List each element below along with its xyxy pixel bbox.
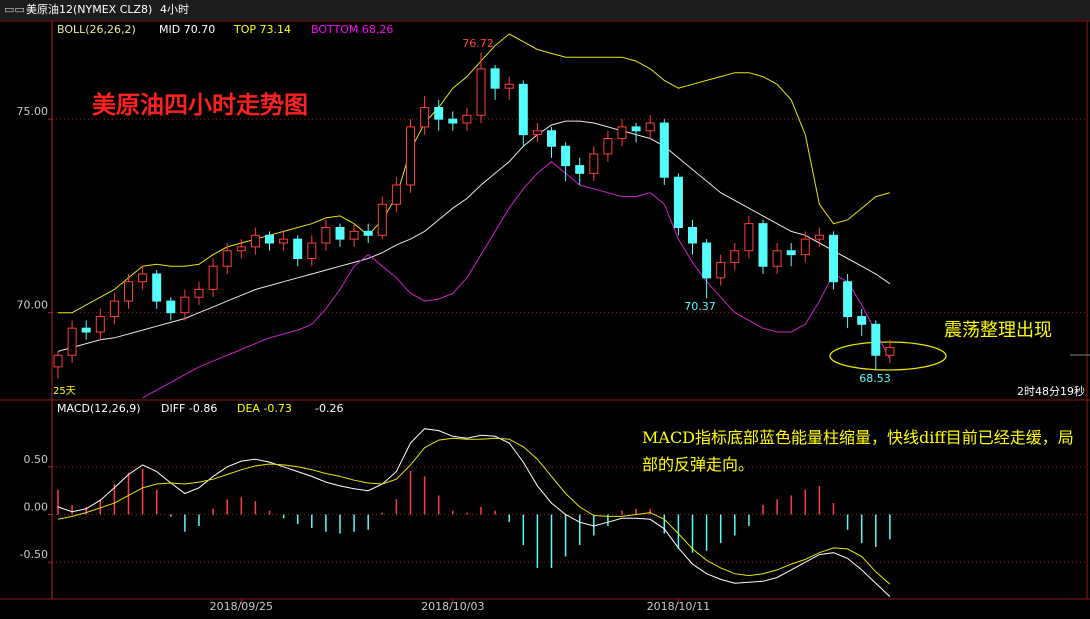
candle-body: [575, 165, 585, 174]
legend-label: MID 70.70: [159, 23, 215, 36]
legend-label: MACD(12,26,9): [57, 402, 141, 415]
candle-body: [659, 122, 669, 178]
candle-body: [138, 273, 148, 283]
candle-body: [81, 327, 91, 333]
candle-body: [109, 300, 119, 318]
candle-body: [645, 122, 655, 132]
candle-body: [363, 230, 373, 236]
candle-body: [490, 68, 500, 89]
candle-body: [772, 250, 782, 267]
low-label: 68.53: [859, 372, 891, 385]
candle-body: [786, 250, 796, 256]
candle-body: [871, 323, 881, 356]
candle-body: [532, 130, 542, 136]
candle-body: [279, 238, 289, 244]
indicator-line: [58, 33, 891, 314]
legend-label: -0.26: [315, 402, 343, 415]
candle-body: [448, 118, 458, 124]
candle-body: [406, 126, 415, 186]
x-tick-label: 2018/10/11: [647, 600, 710, 613]
macd-note: MACD指标底部蓝色能量柱缩量，快线diff目前已经走缓，局部的反弹走向。: [642, 428, 1074, 474]
candle-body: [194, 288, 204, 298]
symbol[interactable]: 美原油12(NYMEX CLZ8): [26, 2, 152, 16]
candle-body: [391, 184, 401, 205]
bar-icon: ▭▭: [4, 3, 25, 16]
candle-body: [716, 261, 726, 279]
candle-body: [688, 227, 697, 244]
y-tick-label: -0.50: [20, 548, 48, 561]
candle-body: [631, 126, 641, 132]
candle-body: [518, 83, 528, 136]
legend-label: BOTTOM 68.26: [311, 23, 393, 36]
candle-body: [420, 107, 430, 128]
indicator-line: [57, 428, 891, 597]
candle-body: [321, 227, 331, 244]
candle-body: [476, 68, 486, 116]
candle-body: [180, 296, 190, 314]
annotation: 震荡整理出现: [944, 320, 1052, 341]
candle-body: [673, 176, 683, 229]
candle-body: [166, 300, 176, 314]
candle-body: [857, 316, 867, 325]
candle-body: [236, 246, 246, 252]
chart-title: 美原油四小时走势图: [92, 91, 308, 119]
x-tick-label: 2018/10/03: [421, 600, 484, 613]
top-bar: [0, 0, 1090, 20]
candle-body: [377, 203, 387, 236]
indicator-line: [57, 120, 891, 352]
candle-body: [124, 281, 133, 302]
candle-body: [758, 223, 768, 267]
legend-label: BOLL(26,26,2): [57, 23, 136, 36]
candle-body: [744, 223, 754, 252]
candle-body: [561, 145, 571, 167]
legend-label: DIFF -0.86: [161, 402, 217, 415]
candle-body: [152, 273, 162, 302]
candle-body: [335, 227, 345, 240]
y-tick-label: 0.50: [24, 453, 49, 466]
candle-body: [307, 242, 317, 259]
legend-label: TOP 73.14: [233, 23, 291, 36]
candle-body: [265, 234, 274, 244]
high-label: 76.72: [462, 37, 494, 50]
candle-body: [885, 347, 895, 356]
x-tick-label: 2018/09/25: [210, 600, 273, 613]
y-tick-label: 70.00: [17, 299, 49, 312]
candle-body: [462, 114, 472, 124]
candle-body: [814, 234, 824, 240]
candle-body: [829, 234, 838, 283]
candle-body: [95, 316, 105, 333]
low-label: 70.37: [684, 300, 716, 313]
period[interactable]: 4小时: [160, 3, 189, 16]
highlight-ellipse: [829, 341, 947, 371]
candle-body: [349, 230, 359, 240]
candle-body: [293, 238, 303, 259]
candle-body: [208, 265, 218, 290]
candle-body: [800, 238, 810, 256]
candle-body: [603, 138, 613, 155]
y-tick-label: 0.00: [24, 501, 49, 514]
indicator-line: [57, 437, 891, 585]
candle-body: [434, 107, 444, 120]
candle-body: [617, 126, 627, 140]
candle-body: [504, 83, 514, 89]
legend-label: DEA -0.73: [237, 402, 292, 415]
candle-body: [730, 250, 740, 263]
candle-body: [222, 250, 232, 267]
candle-body: [547, 130, 556, 147]
indicator-line: [142, 161, 891, 399]
countdown: 2时48分19秒: [1017, 384, 1085, 398]
candle-body: [250, 234, 260, 248]
annotation: 25天: [53, 386, 76, 397]
candle-body: [589, 153, 599, 174]
candle-body: [53, 354, 63, 368]
candle-body: [702, 242, 712, 279]
candle-body: [843, 281, 853, 318]
y-tick-label: 75.00: [17, 105, 49, 118]
candle-body: [67, 327, 77, 356]
